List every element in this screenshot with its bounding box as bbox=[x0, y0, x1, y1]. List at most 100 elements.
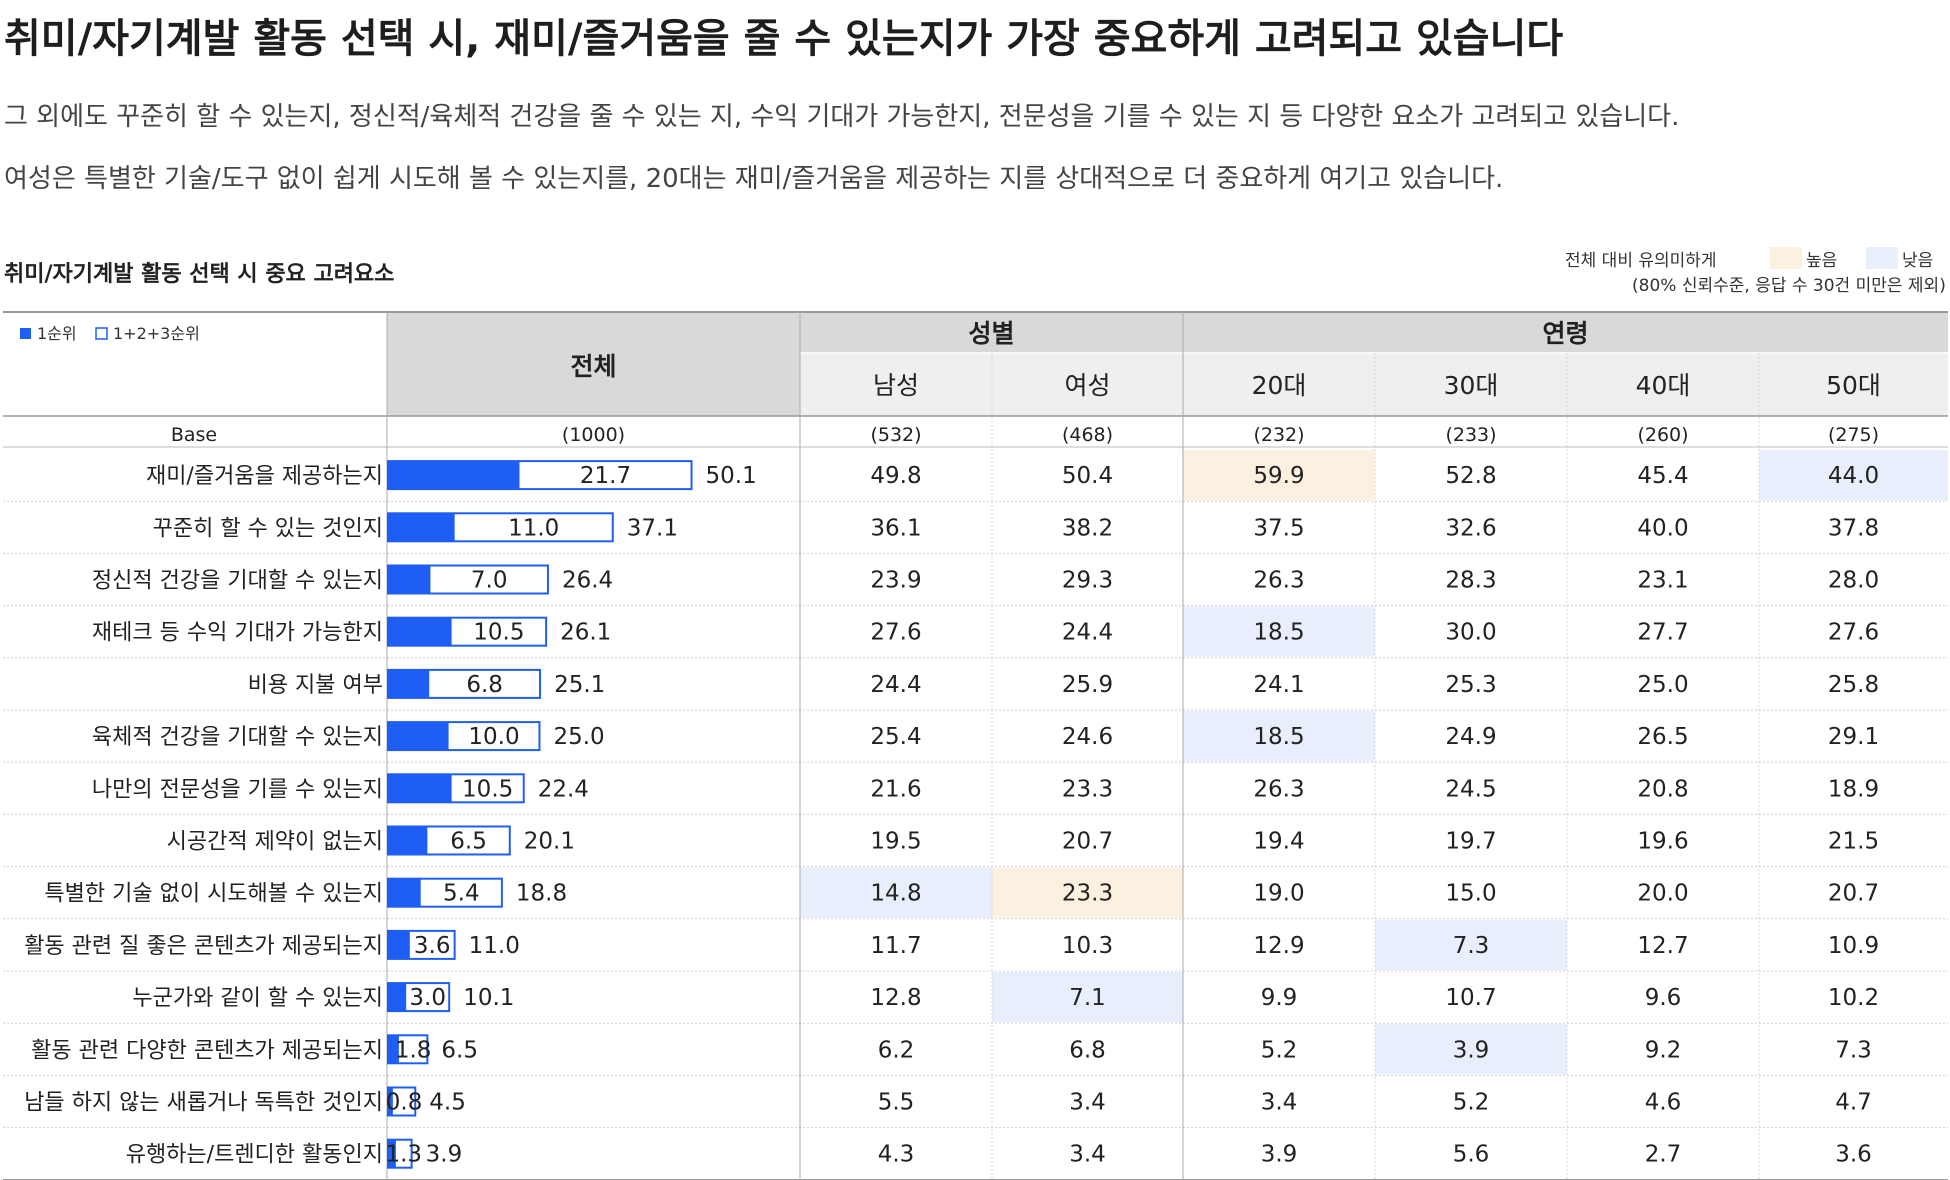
cell-value: 10.9 bbox=[1828, 933, 1879, 959]
cell-value: 3.4 bbox=[1261, 1090, 1298, 1116]
top3-value: 26.1 bbox=[560, 620, 611, 646]
cell-value: 7.3 bbox=[1453, 933, 1490, 959]
cell-value: 23.1 bbox=[1637, 568, 1688, 594]
row-label: 특별한 기술 없이 시도해볼 수 있는지 bbox=[44, 882, 383, 907]
row-label: 육체적 건강을 기대할 수 있는지 bbox=[92, 725, 383, 750]
rank1-value: 1.3 bbox=[385, 1142, 422, 1168]
chart-title: 취미/자기계발 활동 선택 시 중요 고려요소 bbox=[4, 262, 395, 287]
cell-value: 59.9 bbox=[1253, 463, 1304, 489]
rank1-value: 7.0 bbox=[471, 568, 508, 594]
cell-value: 20.7 bbox=[1828, 881, 1879, 907]
gender-header: 성별 bbox=[968, 319, 1014, 348]
significance-cell-low bbox=[992, 972, 1183, 1023]
cell-value: 29.1 bbox=[1828, 724, 1879, 750]
base-value: (233) bbox=[1445, 424, 1496, 446]
rank1-value: 3.6 bbox=[414, 933, 451, 959]
cell-value: 10.2 bbox=[1828, 985, 1879, 1011]
cell-value: 4.7 bbox=[1835, 1090, 1872, 1116]
base-value: (260) bbox=[1637, 424, 1688, 446]
cell-value: 3.6 bbox=[1835, 1142, 1872, 1168]
cell-value: 5.2 bbox=[1261, 1037, 1298, 1063]
cell-value: 19.6 bbox=[1637, 829, 1688, 855]
rank1-value: 10.5 bbox=[462, 776, 513, 802]
cell-value: 9.9 bbox=[1261, 985, 1298, 1011]
cell-value: 2.7 bbox=[1645, 1142, 1682, 1168]
legend-rank1-label: 1순위 bbox=[37, 324, 77, 343]
cell-value: 18.9 bbox=[1828, 776, 1879, 802]
rank1-value: 10.0 bbox=[468, 724, 519, 750]
base-value: (532) bbox=[870, 424, 921, 446]
cell-value: 3.9 bbox=[1453, 1037, 1490, 1063]
cell-value: 25.0 bbox=[1637, 672, 1688, 698]
bar-rank1 bbox=[388, 878, 421, 907]
rank1-value: 11.0 bbox=[508, 515, 559, 541]
cell-value: 24.4 bbox=[1062, 620, 1113, 646]
row-label: 활동 관련 질 좋은 콘텐츠가 제공되는지 bbox=[24, 934, 383, 959]
significance-cell-low bbox=[1375, 1024, 1567, 1075]
bar-rank1 bbox=[388, 826, 428, 855]
cell-value: 27.7 bbox=[1637, 620, 1688, 646]
cell-value: 36.1 bbox=[870, 515, 921, 541]
page-title: 취미/자기계발 활동 선택 시, 재미/즐거움을 줄 수 있는지가 가장 중요하… bbox=[4, 16, 1564, 62]
cell-value: 4.3 bbox=[878, 1142, 915, 1168]
cell-value: 23.3 bbox=[1062, 881, 1113, 907]
row-label: 유행하는/트렌디한 활동인지 bbox=[126, 1143, 383, 1168]
column-header: 50대 bbox=[1826, 371, 1881, 400]
cell-value: 29.3 bbox=[1062, 568, 1113, 594]
cell-value: 6.8 bbox=[1069, 1037, 1106, 1063]
row-label: 나만의 전문성을 기를 수 있는지 bbox=[92, 777, 383, 802]
top3-value: 11.0 bbox=[469, 933, 520, 959]
row-label: 정신적 건강을 기대할 수 있는지 bbox=[92, 569, 383, 594]
cell-value: 50.4 bbox=[1062, 463, 1113, 489]
base-total: (1000) bbox=[562, 424, 625, 446]
bar-rank1 bbox=[388, 1087, 393, 1116]
legend-rank123-swatch bbox=[95, 327, 108, 340]
top3-value: 25.0 bbox=[553, 724, 604, 750]
significance-note: (80% 신뢰수준, 응답 수 30건 미만은 제외) bbox=[1632, 276, 1946, 296]
bar-rank1 bbox=[388, 774, 452, 803]
top3-value: 22.4 bbox=[538, 776, 589, 802]
cell-value: 4.6 bbox=[1645, 1090, 1682, 1116]
top3-value: 20.1 bbox=[524, 829, 575, 855]
cell-value: 49.8 bbox=[870, 463, 921, 489]
cell-value: 18.5 bbox=[1253, 620, 1304, 646]
group-header-row bbox=[800, 312, 1948, 353]
significance-cell-low bbox=[1183, 711, 1375, 762]
column-header: 남성 bbox=[873, 371, 919, 400]
base-label: Base bbox=[171, 424, 217, 446]
cell-value: 7.3 bbox=[1835, 1037, 1872, 1063]
bar-rank1 bbox=[388, 565, 431, 594]
significance-cell-low bbox=[800, 867, 992, 918]
top3-value: 18.8 bbox=[516, 881, 567, 907]
cell-value: 25.8 bbox=[1828, 672, 1879, 698]
cell-value: 19.4 bbox=[1253, 829, 1304, 855]
row-label: 꾸준히 할 수 있는 것인지 bbox=[153, 516, 383, 541]
row-label: 재미/즐거움을 제공하는지 bbox=[146, 464, 383, 489]
cell-value: 27.6 bbox=[870, 620, 921, 646]
cell-value: 25.3 bbox=[1445, 672, 1496, 698]
base-value: (468) bbox=[1062, 424, 1113, 446]
cell-value: 10.7 bbox=[1445, 985, 1496, 1011]
total-header: 전체 bbox=[570, 352, 616, 381]
age-header: 연령 bbox=[1542, 319, 1588, 348]
legend-rank123-label: 1+2+3순위 bbox=[113, 324, 200, 343]
cell-value: 26.5 bbox=[1637, 724, 1688, 750]
legend-rank1-swatch bbox=[20, 328, 31, 339]
bar-rank1 bbox=[388, 669, 430, 698]
significance-high-label: 높음 bbox=[1806, 251, 1838, 271]
bar-rank1 bbox=[388, 983, 407, 1012]
subtitle-line-2: 여성은 특별한 기술/도구 없이 쉽게 시도해 볼 수 있는지를, 20대는 재… bbox=[4, 164, 1504, 194]
cell-value: 37.8 bbox=[1828, 515, 1879, 541]
cell-value: 9.2 bbox=[1645, 1037, 1682, 1063]
cell-value: 18.5 bbox=[1253, 724, 1304, 750]
bar-rank1 bbox=[388, 617, 452, 646]
top3-value: 37.1 bbox=[627, 515, 678, 541]
significance-high-swatch bbox=[1770, 247, 1802, 269]
cell-value: 19.5 bbox=[870, 829, 921, 855]
cell-value: 28.0 bbox=[1828, 568, 1879, 594]
row-label: 활동 관련 다양한 콘텐츠가 제공되는지 bbox=[31, 1038, 383, 1063]
cell-value: 24.4 bbox=[870, 672, 921, 698]
cell-value: 20.8 bbox=[1637, 776, 1688, 802]
bar-rank1 bbox=[388, 1139, 396, 1168]
rank1-value: 10.5 bbox=[473, 620, 524, 646]
